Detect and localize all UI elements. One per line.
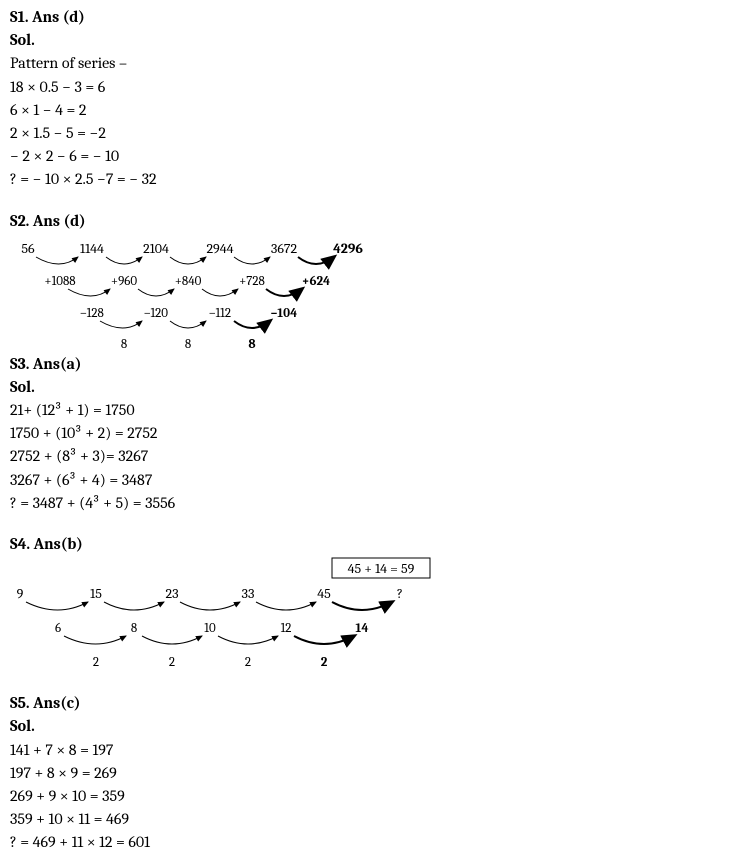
s4-l2-1: 2 [169,655,175,670]
s5-line-1: 197 + 8 × 9 = 269 [10,762,744,785]
s2-top-4: 3672 [271,240,298,257]
s2-top-0: 56 [21,240,35,257]
s2-l2-0: –128 [80,306,104,321]
s3-line-4: ? = 3487 + (4³ + 5) = 3556 [10,492,744,515]
s1-line-1: 6 × 1 − 4 = 2 [10,99,744,122]
s2-top-2: 2104 [143,240,169,257]
s5-line-0: 141 + 7 × 8 = 197 [10,739,744,762]
s4-l2-3: 2 [321,655,328,670]
s1-line-0: 18 × 0.5 − 3 = 6 [10,76,744,99]
s1-header: S1. Ans (d) [10,6,744,29]
s5-line-4: ? = 469 + 11 × 12 = 601 [10,831,744,854]
s2-l1-1: +960 [111,274,138,289]
s2-l2-1: –120 [144,306,168,321]
s1-sol-label: Sol. [10,29,744,52]
s2-l2-3: –104 [271,306,298,321]
s2-l1-2: +840 [175,274,202,289]
s2-l1-3: +728 [239,274,265,289]
s1-line-4: ? = − 10 × 2.5 −7 = − 32 [10,168,744,191]
s3-line-0: 21+ (12³ + 1) = 1750 [10,399,744,422]
s4-l1-2: 10 [204,621,216,636]
s2-l3-1: 8 [185,337,191,352]
s4-top-0: 9 [17,585,24,602]
s2-top-5: 4296 [333,240,363,257]
s2-top-3: 2944 [206,240,233,257]
s2-diagram: 56 1144 2104 2944 3672 4296 +1088 +960 +… [10,233,370,353]
s2-l1-0: +1088 [44,274,75,289]
s5-sol-label: Sol. [10,715,744,738]
s4-l1-1: 8 [131,621,137,636]
s4-top-2: 23 [165,585,178,602]
s1-line-2: 2 × 1.5 − 5 = −2 [10,122,744,145]
s2-l1-4: +624 [302,274,330,289]
s4-top-1: 15 [90,585,102,602]
s3-line-2: 2752 + (8³ + 3)= 3267 [10,445,744,468]
s2-l3-0: 8 [121,337,127,352]
s3-header: S3. Ans(a) [10,353,744,376]
s3-sol-label: Sol. [10,376,744,399]
s4-l1-4: 14 [355,621,368,636]
s4-l1-3: 12 [281,621,292,636]
s2-l3-2: 8 [248,337,255,352]
s2-l2-2: –112 [209,306,231,321]
s5-line-2: 269 + 9 × 10 = 359 [10,785,744,808]
s4-answer-box: 45 + 14 = 59 [348,560,415,577]
s1-pattern-label: Pattern of series – [10,52,744,75]
s2-header: S2. Ans (d) [10,210,744,233]
s4-top-5: ? [397,585,403,602]
s3-line-1: 1750 + (10³ + 2) = 2752 [10,422,744,445]
s4-diagram: 45 + 14 = 59 9 15 23 33 45 ? 6 8 10 12 1… [10,556,440,674]
s3-line-3: 3267 + (6³ + 4) = 3487 [10,469,744,492]
s4-l2-2: 2 [245,655,251,670]
s4-top-3: 33 [242,585,255,602]
s4-header: S4. Ans(b) [10,533,744,556]
s5-line-3: 359 + 10 × 11 = 469 [10,808,744,831]
s5-header: S5. Ans(c) [10,692,744,715]
s1-line-3: − 2 × 2 − 6 = − 10 [10,145,744,168]
s4-top-4: 45 [317,585,331,602]
s2-top-1: 1144 [80,240,104,257]
s4-l2-0: 2 [93,655,99,670]
s4-l1-0: 6 [55,621,61,636]
